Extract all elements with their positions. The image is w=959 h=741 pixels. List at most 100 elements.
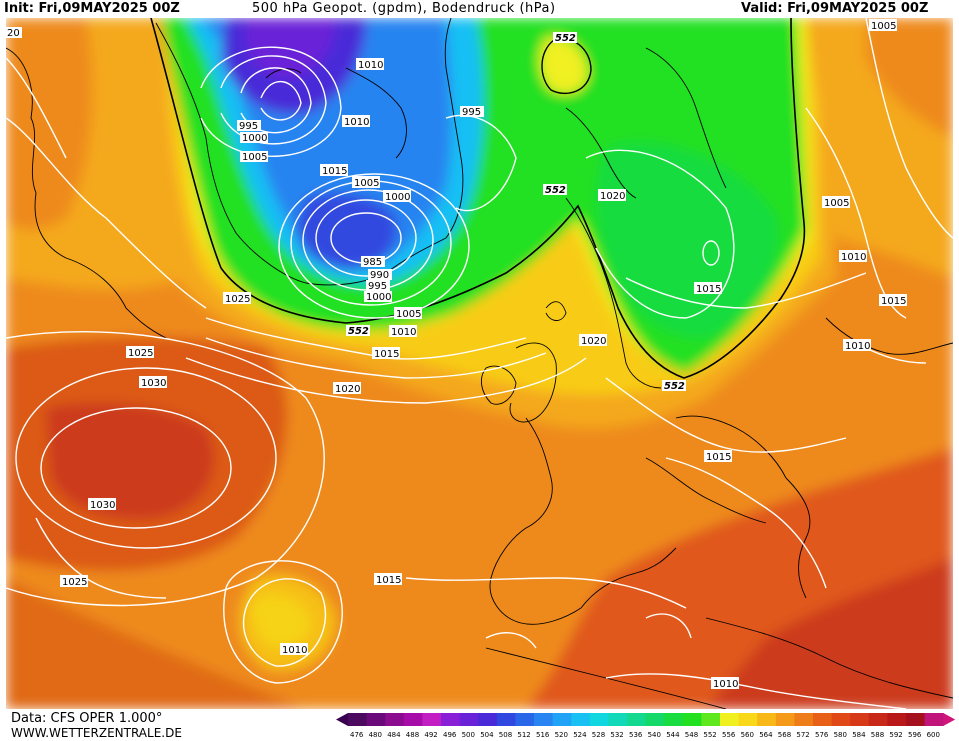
geopot-label: 552 xyxy=(346,325,370,337)
data-source: Data: CFS OPER 1.000° xyxy=(11,711,163,726)
isobar-label: 1025 xyxy=(60,575,88,588)
svg-text:995: 995 xyxy=(368,281,387,292)
scale-tick-label: 528 xyxy=(592,731,605,739)
isobar-label: 1030 xyxy=(88,498,116,511)
svg-text:1005: 1005 xyxy=(354,178,379,189)
scale-tick-label: 508 xyxy=(499,731,512,739)
scale-tick-label: 572 xyxy=(796,731,809,739)
map-header: Init: Fri,09MAY2025 00Z 500 hPa Geopot. … xyxy=(0,0,959,18)
svg-text:20: 20 xyxy=(7,28,20,39)
scale-tick-label: 532 xyxy=(610,731,623,739)
svg-text:1010: 1010 xyxy=(841,252,866,263)
svg-text:995: 995 xyxy=(239,121,258,132)
contour-552-blob xyxy=(541,38,592,95)
scale-tick-label: 516 xyxy=(536,731,550,739)
svg-text:1025: 1025 xyxy=(62,577,87,588)
scale-tick-label: 576 xyxy=(815,731,829,739)
scale-swatch xyxy=(794,713,814,726)
isobar-label: 1005 xyxy=(240,151,268,163)
scale-swatch xyxy=(627,713,647,726)
svg-text:552: 552 xyxy=(664,381,685,392)
isobar-label: 1015 xyxy=(320,164,348,177)
scale-tick-label: 496 xyxy=(443,731,457,739)
scale-tick-label: 596 xyxy=(908,731,922,739)
scale-swatch xyxy=(496,713,516,726)
scale-swatch xyxy=(422,713,442,726)
color-scale: 476 480 484 488 492 496 500 504 508 512 516 520 524 5… xyxy=(336,713,956,739)
scale-swatch xyxy=(664,713,684,726)
isobar-label: 995 xyxy=(237,120,261,132)
svg-text:552: 552 xyxy=(545,185,566,196)
svg-text:1020: 1020 xyxy=(335,384,360,395)
svg-text:1010: 1010 xyxy=(845,341,870,352)
svg-text:1005: 1005 xyxy=(396,309,421,320)
scale-swatch xyxy=(515,713,535,726)
isobar-label: 1000 xyxy=(240,132,268,144)
svg-text:1000: 1000 xyxy=(242,133,267,144)
isobar-label: 1015 xyxy=(374,573,402,586)
svg-text:1005: 1005 xyxy=(242,152,267,163)
coastlines xyxy=(6,18,953,709)
isobar-label: 1015 xyxy=(704,450,732,463)
scale-tick-label: 552 xyxy=(703,731,716,739)
scale-arrow-left xyxy=(336,713,348,726)
scale-tick-label: 484 xyxy=(387,731,401,739)
scale-swatch xyxy=(738,713,758,726)
scale-tick-label: 560 xyxy=(741,731,754,739)
scale-tick-label: 588 xyxy=(871,731,884,739)
isobar-label: 1000 xyxy=(383,190,411,203)
scale-tick-label: 600 xyxy=(927,731,940,739)
scale-swatch xyxy=(385,713,405,726)
scale-swatch xyxy=(757,713,777,726)
valid-time: Valid: Fri,09MAY2025 00Z xyxy=(741,1,929,16)
isobar-label: 1030 xyxy=(139,376,167,389)
svg-text:1005: 1005 xyxy=(824,198,849,209)
scale-tick-label: 568 xyxy=(778,731,791,739)
scale-tick-label: 564 xyxy=(759,731,773,739)
scale-tick-label: 504 xyxy=(480,731,494,739)
svg-text:1030: 1030 xyxy=(90,500,115,511)
scale-tick-label: 524 xyxy=(573,731,587,739)
svg-text:1000: 1000 xyxy=(366,292,391,303)
geopot-label: 552 xyxy=(662,380,686,392)
svg-text:552: 552 xyxy=(555,33,576,44)
svg-text:1015: 1015 xyxy=(881,296,906,307)
svg-text:1015: 1015 xyxy=(374,349,399,360)
isobar-label: 1015 xyxy=(372,347,400,360)
scale-swatch xyxy=(459,713,479,726)
isobar-label: 1000 xyxy=(364,291,392,303)
scale-swatch xyxy=(887,713,907,726)
geopotential-field xyxy=(6,18,953,709)
scale-tick-label: 556 xyxy=(722,731,736,739)
scale-swatch xyxy=(924,713,944,726)
svg-text:1000: 1000 xyxy=(385,192,410,203)
isobars xyxy=(6,18,953,709)
svg-text:1030: 1030 xyxy=(141,378,166,389)
svg-text:1015: 1015 xyxy=(706,452,731,463)
svg-text:1005: 1005 xyxy=(871,21,896,32)
scale-swatch xyxy=(589,713,609,726)
scale-swatch xyxy=(645,713,665,726)
scale-tick-label: 512 xyxy=(517,731,530,739)
isobar-label: 1010 xyxy=(389,325,417,338)
scale-swatch xyxy=(868,713,888,726)
scale-swatch xyxy=(831,713,851,726)
svg-text:1010: 1010 xyxy=(344,117,369,128)
svg-text:1015: 1015 xyxy=(376,575,401,586)
isobar-label: 1010 xyxy=(342,115,370,128)
geopot-label: 552 xyxy=(543,184,567,196)
scale-swatch xyxy=(478,713,498,726)
svg-text:1025: 1025 xyxy=(128,348,153,359)
scale-tick-label: 584 xyxy=(852,731,866,739)
svg-text:995: 995 xyxy=(462,107,481,118)
svg-text:1025: 1025 xyxy=(225,294,250,305)
scale-swatch xyxy=(813,713,833,726)
scale-tick-label: 548 xyxy=(685,731,698,739)
svg-text:990: 990 xyxy=(370,270,389,281)
svg-text:985: 985 xyxy=(363,257,382,268)
isobar-label: 1020 xyxy=(598,189,626,202)
geopot-label: 552 xyxy=(553,32,577,44)
isobar-label: 1010 xyxy=(711,677,739,690)
site-url: WWW.WETTERZENTRALE.DE xyxy=(11,726,182,740)
scale-arrow-right xyxy=(943,713,956,726)
